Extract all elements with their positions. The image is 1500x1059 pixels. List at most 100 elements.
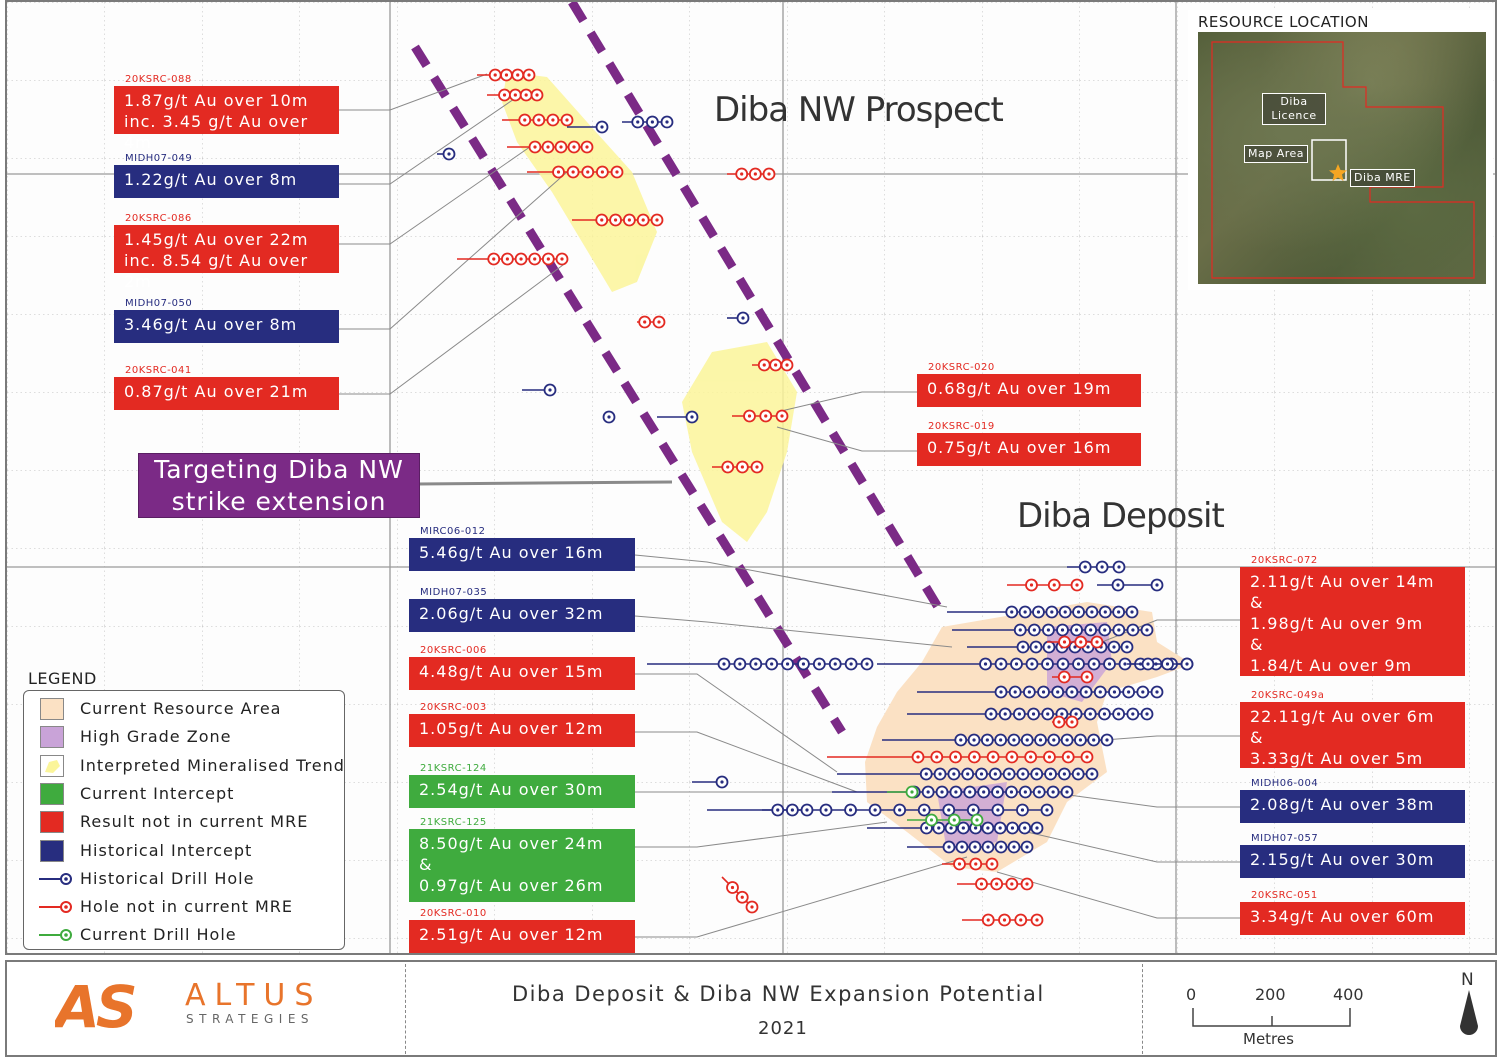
- intercept-label: 0.87g/t Au over 21m: [114, 377, 339, 410]
- drill-hole: [1067, 560, 1126, 574]
- hole-id-label: 20KSRC-072: [1251, 555, 1318, 566]
- north-label: N: [1461, 970, 1474, 990]
- inset-title: RESOURCE LOCATION: [1198, 13, 1369, 31]
- target-leader: [416, 480, 673, 486]
- legend-swatch: [40, 782, 64, 805]
- intercept-label: 2.15g/t Au over 30m: [1240, 845, 1465, 878]
- intercept-label: 2.11g/t Au over 14m & 1.98g/t Au over 9m…: [1240, 567, 1465, 676]
- intercept-label: 22.11g/t Au over 6m & 3.33g/t Au over 5m: [1240, 702, 1465, 768]
- target-label: Targeting Diba NW strike extension: [138, 453, 420, 518]
- hole-id-label: 20KSRC-088: [125, 74, 192, 85]
- intercept-label: 5.46g/t Au over 16m: [409, 538, 635, 571]
- drill-hole: [1052, 670, 1094, 684]
- drill-hole: [732, 409, 789, 423]
- satellite-image: [1198, 32, 1486, 284]
- drill-hole: [917, 685, 1164, 699]
- drill-hole: [602, 410, 616, 424]
- hole-id-label: MIDH07-049: [125, 153, 193, 164]
- inset-licence-label: Diba Licence: [1262, 93, 1326, 125]
- drill-hole: [957, 877, 1034, 891]
- drill-hole: [637, 315, 666, 329]
- legend-item-label: Historical Drill Hole: [80, 868, 255, 888]
- drill-hole: [827, 750, 1094, 764]
- drill-hole: [837, 767, 1099, 781]
- legend-item-label: Interpreted Mineralised Trend: [80, 755, 345, 775]
- drill-hole: [907, 707, 1154, 721]
- legend-swatch: [40, 754, 64, 777]
- target-lines: [411, 2, 948, 735]
- scale-tick-400: 400: [1333, 985, 1364, 1004]
- hole-id-label: 20KSRC-010: [420, 908, 487, 919]
- legend-item-label: Current Intercept: [80, 783, 235, 803]
- altus-logo: AS ALTUS STRATEGIES: [55, 975, 322, 1041]
- intercept-label: 1.45g/t Au over 22m inc. 8.54 g/t Au ove…: [114, 225, 339, 291]
- drill-hole: [967, 640, 1134, 654]
- drill-hole: [567, 120, 609, 134]
- drill-hole: [437, 147, 456, 161]
- hole-id-label: 20KSRC-049a: [1251, 690, 1325, 701]
- legend-item-label: Hole not in current MRE: [80, 897, 293, 917]
- inset-map-area-label: Map Area: [1244, 145, 1309, 163]
- drill-hole: [647, 657, 874, 671]
- drill-hole: [907, 813, 984, 827]
- drill-hole: [762, 803, 814, 817]
- footer-divider-2: [1142, 964, 1143, 1054]
- drill-hole: [657, 410, 699, 424]
- drill-hole: [882, 733, 1114, 747]
- intercept-label: 1.87g/t Au over 10m inc. 3.45 g/t Au ove…: [114, 86, 339, 152]
- legend-item-label: High Grade Zone: [80, 727, 232, 747]
- star-icon: [1329, 164, 1347, 181]
- drill-holes: [437, 68, 1194, 927]
- resource-location-inset: RESOURCE LOCATION Diba Licence Map Area …: [1188, 10, 1493, 290]
- scale-bar: [1192, 1008, 1351, 1027]
- intercept-label: 0.75g/t Au over 16m: [917, 433, 1141, 466]
- legend-swatch: [40, 811, 64, 834]
- drill-hole: [1052, 715, 1079, 729]
- legend-swatch: [40, 726, 64, 749]
- legend-title: LEGEND: [28, 669, 97, 688]
- licence-outline: [1211, 41, 1475, 279]
- drill-hole: [502, 113, 574, 127]
- leader-lines: [337, 73, 1243, 938]
- intercept-label: 4.48g/t Au over 15m: [409, 657, 635, 690]
- hole-id-label: 20KSRC-019: [928, 421, 995, 432]
- drill-hole: [477, 68, 536, 82]
- map-title: Diba Deposit & Diba NW Expansion Potenti…: [512, 982, 1045, 1006]
- drill-hole: [1007, 578, 1084, 592]
- deposit-label: Diba Deposit: [1017, 496, 1225, 536]
- drill-hole: [487, 88, 544, 102]
- legend-item-label: Result not in current MRE: [80, 812, 309, 832]
- hole-id-label: 20KSRC-041: [125, 365, 192, 376]
- legend-item-label: Current Resource Area: [80, 699, 282, 718]
- footer: [5, 960, 1497, 1057]
- legend-swatch: [40, 839, 64, 862]
- drill-hole: [952, 623, 1154, 637]
- intercept-label: 2.54g/t Au over 30m: [409, 775, 635, 808]
- map-canvas: Diba NW Prospect Diba Deposit Targeting …: [5, 0, 1497, 955]
- drill-hole: [887, 785, 919, 799]
- intercept-label: 0.68g/t Au over 19m: [917, 374, 1141, 407]
- legend-swatch: [38, 924, 72, 946]
- legend-item-label: Current Drill Hole: [80, 925, 237, 945]
- drill-hole: [947, 605, 1139, 619]
- hole-id-label: 21KSRC-125: [420, 817, 487, 828]
- drill-hole: [727, 167, 776, 181]
- drill-hole: [522, 383, 557, 397]
- drill-hole: [752, 358, 794, 372]
- drill-hole: [527, 165, 624, 179]
- hole-id-label: 20KSRC-086: [125, 213, 192, 224]
- hole-id-label: 20KSRC-020: [928, 362, 995, 373]
- drill-hole: [707, 803, 1054, 817]
- scale-tick-200: 200: [1255, 985, 1286, 1004]
- hole-id-label: MIDH06-004: [1251, 778, 1319, 789]
- drill-hole: [692, 775, 729, 789]
- hole-id-label: MIDH07-035: [420, 587, 488, 598]
- drill-hole: [712, 460, 764, 474]
- drill-hole: [507, 140, 594, 154]
- intercept-label: 2.08g/t Au over 38m: [1240, 790, 1465, 823]
- intercept-label: 1.05g/t Au over 12m: [409, 714, 635, 747]
- company-name: ALTUS: [185, 978, 322, 1013]
- mineralised-trend: [502, 72, 797, 542]
- drill-hole: [721, 876, 759, 914]
- legend: Current Resource Area High Grade Zone Inte…: [23, 690, 345, 950]
